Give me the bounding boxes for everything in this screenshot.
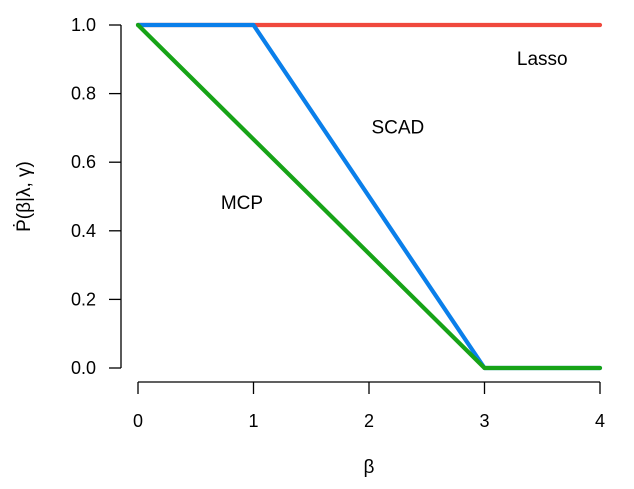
series-labels: Lasso SCAD MCP — [221, 49, 568, 214]
series-lines — [135, 22, 603, 371]
x-axis-ticks: 0 1 2 3 4 — [133, 382, 605, 431]
series-label-scad: SCAD — [371, 117, 424, 138]
series-line-scad — [135, 22, 603, 371]
y-tick-label: 0.4 — [71, 221, 96, 241]
x-tick-label: 1 — [248, 411, 258, 431]
x-tick-label: 3 — [479, 411, 489, 431]
y-tick-label: 0.8 — [71, 84, 96, 104]
y-axis-ticks: 0.0 0.2 0.4 0.6 0.8 1.0 — [71, 15, 121, 378]
y-tick-label: 1.0 — [71, 15, 96, 35]
series-label-mcp: MCP — [221, 193, 263, 214]
x-tick-label: 0 — [133, 411, 143, 431]
series-line-mcp — [135, 22, 603, 371]
y-axis-title: Ṗ(β|λ, γ) — [14, 161, 35, 232]
series-label-lasso: Lasso — [517, 49, 568, 70]
y-tick-label: 0.0 — [71, 358, 96, 378]
axes: 0 1 2 3 4 0.0 0.2 0.4 0.6 0.8 1.0 — [71, 15, 605, 431]
x-tick-label: 4 — [595, 411, 605, 431]
y-tick-label: 0.6 — [71, 152, 96, 172]
x-axis-title: β — [364, 457, 375, 478]
x-tick-label: 2 — [364, 411, 374, 431]
y-tick-label: 0.2 — [71, 289, 96, 309]
